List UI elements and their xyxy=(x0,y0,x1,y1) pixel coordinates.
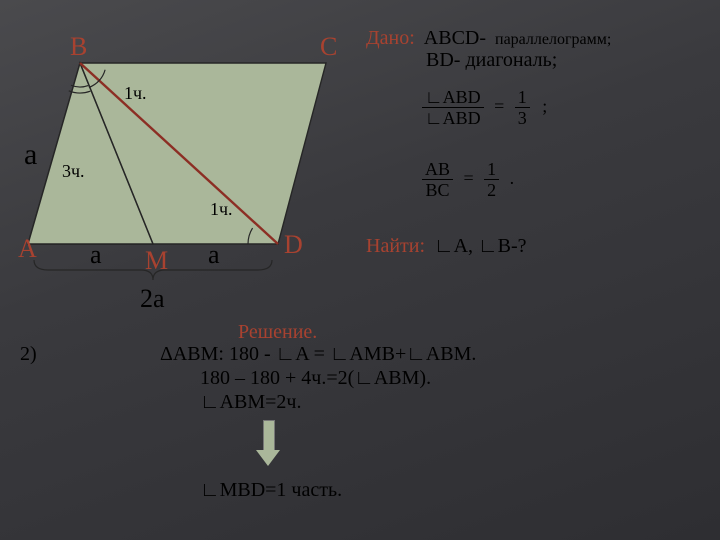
side-ad-label: 2а xyxy=(140,286,165,312)
ratio2-period: . xyxy=(510,168,515,188)
side-md-label: а xyxy=(208,242,220,268)
given-ratio2: ABBC = 12 . xyxy=(418,160,514,199)
vertex-b: B xyxy=(70,34,87,60)
solution-l2: 180 – 180 + 4ч.=2(∟ABM). xyxy=(200,368,431,388)
ratio1-rd: 3 xyxy=(515,108,530,127)
solution-l1: ΔABM: 180 - ∟A = ∟AMB+∟ABM. xyxy=(160,344,476,364)
find-line: Найти: ∟A, ∟B-? xyxy=(366,236,527,256)
given-line2: BD- диагональ; xyxy=(426,50,557,70)
find-text: ∟A, ∟B-? xyxy=(434,235,526,257)
angle-3ch: 3ч. xyxy=(62,162,85,180)
solution-l3: ∟ABM=2ч. xyxy=(200,392,301,412)
geometry-diagram xyxy=(0,0,720,540)
given-l1a: ABCD- xyxy=(424,27,486,49)
ratio1-eq: = xyxy=(494,96,504,116)
find-label: Найти: xyxy=(366,235,425,257)
given-label: Дано: xyxy=(366,27,415,49)
given-l1b: параллелограмм; xyxy=(495,31,611,48)
side-ab-label: а xyxy=(24,140,37,170)
given-line1: Дано: ABCD- параллелограмм; xyxy=(366,28,611,48)
ratio1-rn: 1 xyxy=(515,88,530,108)
solution-stepnum: 2) xyxy=(20,344,37,364)
ratio2-eq: = xyxy=(464,168,474,188)
ratio2-rd: 2 xyxy=(484,180,499,199)
arrow-down-icon xyxy=(256,420,280,466)
angle-1ch-top: 1ч. xyxy=(124,84,147,102)
ratio1-num: ∟ABD xyxy=(422,88,484,108)
angle-1ch-d: 1ч. xyxy=(210,200,233,218)
ratio1-semi: ; xyxy=(542,96,547,116)
vertex-d: D xyxy=(284,232,303,258)
side-am-label: а xyxy=(90,242,102,268)
ratio2-rn: 1 xyxy=(484,160,499,180)
ratio2-den: BC xyxy=(422,180,453,199)
ratio2-num: AB xyxy=(422,160,453,180)
vertex-c: C xyxy=(320,34,337,60)
solution-result: ∟MBD=1 часть. xyxy=(200,480,342,500)
solution-title: Решение. xyxy=(238,322,317,342)
ratio1-den: ∟ABD xyxy=(422,108,484,127)
given-ratio1: ∟ABD∟ABD = 13 ; xyxy=(418,88,547,127)
vertex-m: M xyxy=(145,248,168,274)
vertex-a: A xyxy=(18,236,37,262)
